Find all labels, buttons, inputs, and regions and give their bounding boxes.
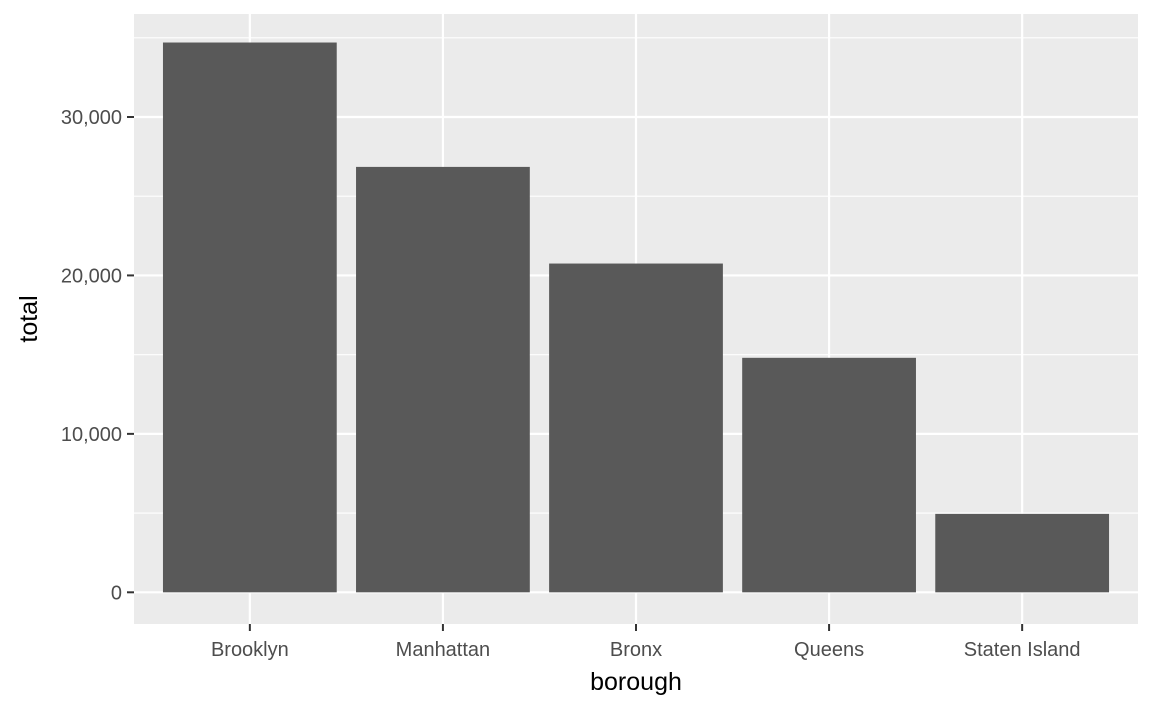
bar-bronx — [549, 263, 723, 593]
bar-brooklyn — [162, 42, 337, 593]
y-axis-title: total — [15, 295, 43, 342]
x-tick-label: Bronx — [610, 639, 662, 661]
bars — [162, 42, 1110, 593]
y-tick-label: 20,000 — [61, 265, 122, 287]
bar-staten-island — [935, 513, 1110, 593]
x-tick-label: Brooklyn — [211, 639, 289, 661]
x-tick-label: Queens — [794, 639, 864, 661]
y-tick-label: 10,000 — [61, 424, 122, 446]
x-tick-label: Staten Island — [964, 639, 1081, 661]
y-axis-ticks: 0 10,000 20,000 30,000 — [61, 107, 134, 604]
y-tick-label: 0 — [111, 582, 122, 604]
x-axis-ticks: Brooklyn Manhattan Bronx Queens Staten Islan… — [211, 624, 1081, 661]
bar-queens — [742, 357, 916, 593]
y-tick-label: 30,000 — [61, 107, 122, 129]
x-tick-label: Manhattan — [396, 639, 491, 661]
bar-manhattan — [356, 166, 530, 593]
x-axis-title: borough — [590, 668, 682, 696]
